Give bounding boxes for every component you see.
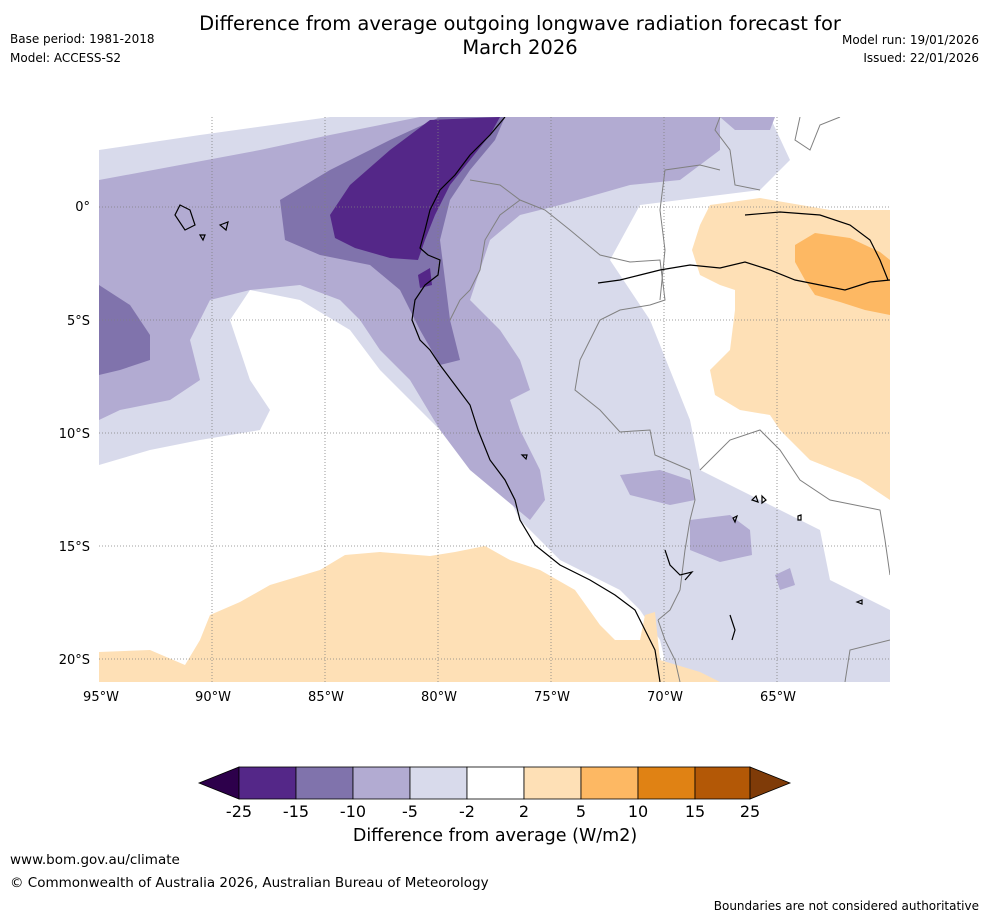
coastlines [174, 117, 890, 682]
anomaly-patch-minus5-small [775, 568, 795, 590]
colorbar-tick: -25 [226, 802, 252, 821]
colorbar-cell-plus5 [580, 766, 639, 800]
lat-label-20s: 20°S [59, 653, 90, 668]
colorbar-cell-minus10 [352, 766, 411, 800]
country-borders [449, 117, 890, 682]
anomaly-patch-minus5-upper-right [720, 117, 775, 130]
footer-copyright: © Commonwealth of Australia 2026, Austra… [10, 875, 489, 891]
colorbar-extend-high [749, 766, 792, 800]
anomaly-patch-minus5-bolivia [690, 515, 752, 562]
colorbar [197, 766, 792, 800]
lon-label-90w: 90°W [195, 690, 231, 705]
colorbar-tick: 25 [740, 802, 760, 821]
colorbar-cell-minus25 [238, 766, 297, 800]
colorbar-extend-low [197, 766, 240, 800]
colorbar-tick: 15 [685, 802, 705, 821]
colorbar-cell-minus5 [409, 766, 468, 800]
colorbar-label: Difference from average (W/m2) [352, 826, 638, 846]
colorbar-tick: -15 [283, 802, 309, 821]
anomaly-patch-minus5-peru-bolivia [620, 470, 695, 505]
anomaly-patch-minus10-west [99, 285, 150, 375]
latitude-labels: 0° 5°S 10°S 15°S 20°S [59, 200, 90, 668]
lon-label-65w: 65°W [760, 690, 796, 705]
issued-date: Issued: 22/01/2026 [863, 51, 979, 65]
colorbar-cell-plus15 [694, 766, 751, 800]
colorbar-tick: 5 [576, 802, 586, 821]
graticule [99, 117, 890, 682]
model-name: Model: ACCESS-S2 [10, 51, 122, 65]
lon-label-75w: 75°W [534, 690, 570, 705]
colorbar-cell-neutral [466, 766, 525, 800]
footer-url: www.bom.gov.au/climate [10, 852, 180, 868]
anomaly-band-plus2-south [99, 546, 720, 682]
anomaly-band-plus5 [795, 233, 890, 315]
colorbar-tick: -2 [459, 802, 475, 821]
lon-label-70w: 70°W [647, 690, 683, 705]
anomaly-band-minus5 [99, 117, 720, 520]
lat-label-15s: 15°S [59, 540, 90, 555]
title-line-2: March 2026 [462, 36, 578, 59]
anomaly-band-minus15 [330, 117, 500, 260]
colorbar-cell-minus15 [295, 766, 354, 800]
colorbar-tick: -10 [340, 802, 366, 821]
colorbar-cell-plus10 [637, 766, 696, 800]
lon-label-80w: 80°W [421, 690, 457, 705]
contour-fields [99, 117, 890, 682]
lon-label-95w: 95°W [83, 690, 119, 705]
lon-label-85w: 85°W [308, 690, 344, 705]
model-run: Model run: 19/01/2026 [841, 33, 979, 47]
colorbar-cell-plus2 [523, 766, 582, 800]
lat-label-10s: 10°S [59, 427, 90, 442]
lat-label-5s: 5°S [67, 314, 90, 329]
longitude-labels: 95°W 90°W 85°W 80°W 75°W 70°W 65°W [83, 690, 796, 705]
colorbar-tick: 10 [628, 802, 648, 821]
boundary-disclaimer: Boundaries are not considered authoritat… [713, 899, 979, 913]
base-period: Base period: 1981-2018 [10, 32, 155, 46]
colorbar-tick: -5 [402, 802, 418, 821]
map-title: Difference from average outgoing longwav… [150, 12, 890, 60]
colorbar-ticks: -25 -15 -10 -5 -2 2 5 10 15 25 [226, 802, 760, 821]
colorbar-tick: 2 [519, 802, 529, 821]
lat-label-0: 0° [75, 200, 90, 215]
title-line-1: Difference from average outgoing longwav… [199, 12, 841, 35]
